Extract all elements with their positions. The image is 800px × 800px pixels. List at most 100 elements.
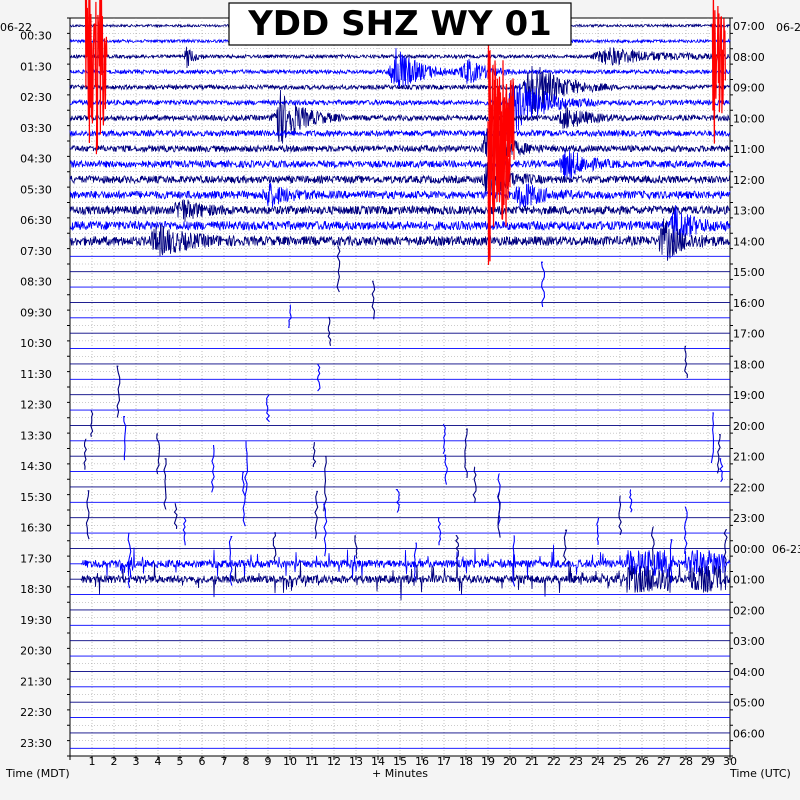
spike-event xyxy=(719,458,724,483)
right-time-label: 02:00 xyxy=(733,604,765,617)
right-time-label: 21:00 xyxy=(733,451,765,464)
trace-row xyxy=(70,544,731,580)
left-time-label: 03:30 xyxy=(20,122,52,135)
spike-event xyxy=(127,532,132,589)
trace-row xyxy=(70,559,731,601)
right-time-label: 05:00 xyxy=(733,697,765,710)
x-tick-label: 10 xyxy=(283,755,297,768)
x-tick-label: 16 xyxy=(415,755,429,768)
spike-event xyxy=(336,245,341,293)
trace-row xyxy=(69,147,731,183)
triggered-event xyxy=(487,42,515,227)
right-time-label: 14:00 xyxy=(733,235,765,248)
right-time-labels: 07:00 08:00 09:00 10:00 11:00 12:00 13:00 14:00… xyxy=(733,20,800,740)
right-date-label-next: 06-23 xyxy=(772,543,800,556)
spike-event xyxy=(651,526,655,566)
spike-event xyxy=(288,304,292,329)
x-tick-label: 5 xyxy=(177,755,184,768)
left-time-label: 05:30 xyxy=(20,183,52,196)
right-time-label: 06:00 xyxy=(733,727,765,740)
chart-title: YDD SHZ WY 01 xyxy=(247,4,552,44)
trace-row xyxy=(69,162,731,196)
triggered-event xyxy=(487,64,511,266)
right-time-label: 00:00 xyxy=(733,543,765,556)
spike-event xyxy=(265,394,270,423)
spike-event xyxy=(472,466,477,503)
spike-event xyxy=(241,471,246,527)
spike-event xyxy=(684,345,688,379)
spike-event xyxy=(710,412,715,464)
right-axis-label: Time (UTC) xyxy=(729,767,791,780)
triggered-event xyxy=(711,0,726,144)
x-tick-label: 28 xyxy=(679,755,693,768)
left-time-label: 14:30 xyxy=(20,460,52,473)
x-tick-label: 24 xyxy=(591,755,605,768)
x-tick-label: 15 xyxy=(393,755,407,768)
right-time-label: 19:00 xyxy=(733,389,765,402)
spike-event xyxy=(540,261,546,308)
axis-ticks xyxy=(67,17,733,760)
right-time-label: 15:00 xyxy=(733,266,765,279)
spike-event xyxy=(512,535,516,587)
left-time-label: 15:30 xyxy=(20,491,52,504)
spike-event xyxy=(244,441,249,496)
x-tick-label: 9 xyxy=(265,755,272,768)
trace-row xyxy=(69,205,731,243)
spike-event xyxy=(323,503,328,557)
trace-row xyxy=(69,89,731,144)
right-time-label: 07:00 xyxy=(733,20,765,33)
trace-row xyxy=(69,218,731,261)
left-time-label: 17:30 xyxy=(20,552,52,565)
x-tick-label: 26 xyxy=(635,755,649,768)
right-time-label: 09:00 xyxy=(733,82,765,95)
left-time-label: 02:30 xyxy=(20,91,52,104)
left-time-label: 22:30 xyxy=(20,706,52,719)
right-time-label: 08:00 xyxy=(733,51,765,64)
x-tick-label: 20 xyxy=(503,755,517,768)
x-tick-label: 11 xyxy=(305,755,319,768)
trace-row xyxy=(69,198,731,222)
trace-row xyxy=(69,128,731,171)
spike-event xyxy=(596,517,600,546)
spike-event xyxy=(90,410,94,437)
title-box xyxy=(228,2,572,46)
left-time-label: 00:30 xyxy=(20,30,52,43)
right-time-label: 04:00 xyxy=(733,666,765,679)
spike-event xyxy=(444,454,448,485)
x-tick-label: 23 xyxy=(569,755,583,768)
x-tick-label: 8 xyxy=(243,755,250,768)
right-time-label: 22:00 xyxy=(733,481,765,494)
seismic-traces xyxy=(69,0,731,749)
trace-row xyxy=(69,128,731,138)
triggered-event xyxy=(84,0,97,143)
spike-event xyxy=(312,442,317,468)
right-time-label: 17:00 xyxy=(733,328,765,341)
right-time-label: 10:00 xyxy=(733,112,765,125)
x-tick-label: 14 xyxy=(371,755,385,768)
spike-event xyxy=(163,458,167,510)
spike-event xyxy=(272,532,277,562)
left-time-label: 06:30 xyxy=(20,214,52,227)
left-time-label: 18:30 xyxy=(20,583,52,596)
x-tick-label: 25 xyxy=(613,755,627,768)
left-time-labels: 00:30 01:30 02:30 03:30 04:30 05:30 06:30 07:30… xyxy=(20,30,52,750)
spike-event xyxy=(211,444,215,493)
spike-event xyxy=(182,517,187,546)
x-tick-label: 6 xyxy=(199,755,206,768)
spike-event xyxy=(497,492,501,538)
triggered-event xyxy=(95,0,108,155)
x-tick-label: 19 xyxy=(481,755,495,768)
x-tick-label: 4 xyxy=(155,755,162,768)
right-time-label: 11:00 xyxy=(733,143,765,156)
trace-row xyxy=(69,182,731,208)
right-time-label: 01:00 xyxy=(733,574,765,587)
spike-event xyxy=(442,424,446,454)
left-time-label: 08:30 xyxy=(20,276,52,289)
right-time-label: 18:00 xyxy=(733,358,765,371)
left-time-label: 11:30 xyxy=(20,368,52,381)
left-time-label: 20:30 xyxy=(20,645,52,658)
right-time-label: 03:00 xyxy=(733,635,765,648)
spike-event xyxy=(716,434,721,474)
x-tick-label: 21 xyxy=(525,755,539,768)
